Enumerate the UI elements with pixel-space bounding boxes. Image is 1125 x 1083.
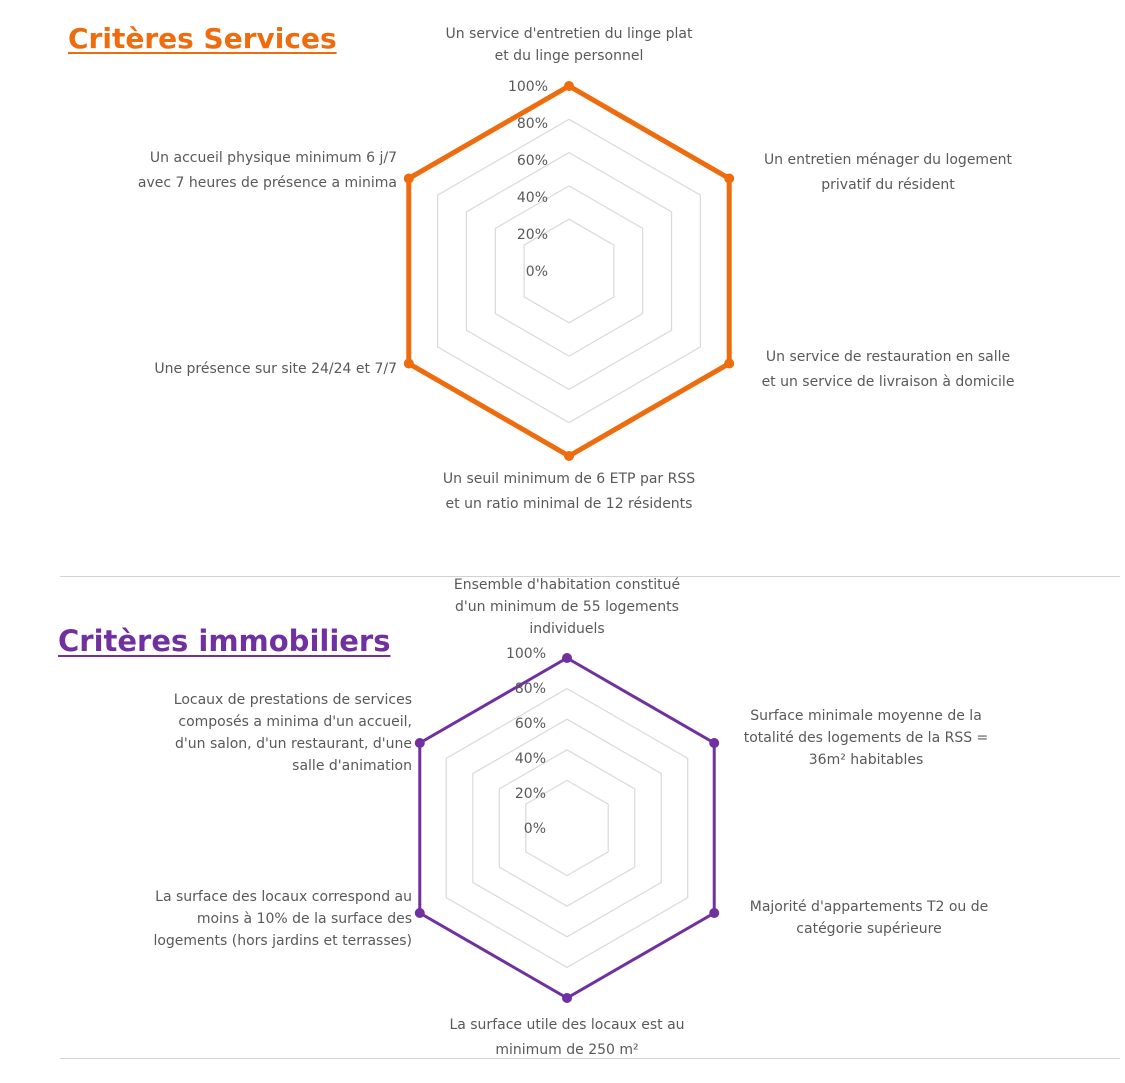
category-label-1: Un entretien ménager du logement privatif… xyxy=(764,152,1013,193)
data-point-5 xyxy=(403,173,414,184)
grid-ring-5 xyxy=(419,657,715,999)
tick-label: 0% xyxy=(524,821,546,837)
immobilier-chart-title: Critères immobiliers xyxy=(58,624,391,658)
series-line-0 xyxy=(418,656,716,1000)
tick-label: 20% xyxy=(515,786,546,802)
grid-ring-2 xyxy=(498,749,636,907)
category-label-4: La surface des locaux correspond au moins… xyxy=(153,889,412,949)
tick-label: 80% xyxy=(515,681,546,697)
data-point-3 xyxy=(562,993,572,1003)
category-label-3: La surface utile des locaux est au minimu… xyxy=(449,1017,684,1058)
chart-divider-top xyxy=(60,576,1120,577)
data-point-4 xyxy=(414,908,425,918)
category-label-5: Un accueil physique minimum 6 j/7 avec 7 … xyxy=(138,150,397,191)
grid-ring-4 xyxy=(437,118,701,424)
grid-ring-4 xyxy=(445,687,689,969)
category-label-3: Un seuil minimum de 6 ETP par RSS et un r… xyxy=(443,471,695,512)
data-point-0 xyxy=(562,653,572,663)
tick-label: 0% xyxy=(526,264,548,280)
services-chart-panel: Critères Services 0% 20% 40% 60% 80% 100% Un s… xyxy=(0,0,1125,540)
tick-label: 60% xyxy=(515,716,546,732)
data-point-4 xyxy=(403,358,414,369)
services-radar-chart: 0% 20% 40% 60% 80% 100% Un service d'entretien… xyxy=(138,26,1015,512)
immobilier-chart-panel: Critères immobiliers 0% 20% 40% 60% 80% 100% E… xyxy=(0,560,1125,1083)
data-point-2 xyxy=(709,908,720,918)
tick-label: 100% xyxy=(508,79,548,95)
category-label-0: Ensemble d'habitation constitué d'un mini… xyxy=(454,577,680,637)
category-label-0: Un service d'entretien du linge plat et d… xyxy=(446,26,693,64)
data-point-0 xyxy=(564,81,574,91)
category-label-4: Une présence sur site 24/24 et 7/7 xyxy=(154,361,397,377)
grid-ring-5 xyxy=(408,85,730,457)
grid-ring-2 xyxy=(494,185,644,357)
immobilier-radar-chart: 0% 20% 40% 60% 80% 100% Ensemble d'habitation … xyxy=(153,577,989,1058)
radar-grid xyxy=(408,85,730,457)
category-label-5: Locaux de prestations de services composé… xyxy=(174,692,412,774)
radar-grid xyxy=(419,657,715,999)
tick-label: 40% xyxy=(515,751,546,767)
tick-label: 60% xyxy=(517,153,548,169)
data-point-1 xyxy=(709,738,720,748)
data-point-3 xyxy=(564,451,574,461)
series-line-0 xyxy=(406,83,732,459)
data-point-5 xyxy=(414,738,425,748)
grid-ring-3 xyxy=(465,151,673,391)
chart-divider-bottom xyxy=(60,1058,1120,1059)
grid-ring-1 xyxy=(523,218,615,324)
tick-label: 20% xyxy=(517,227,548,243)
tick-label: 80% xyxy=(517,116,548,132)
category-label-1: Surface minimale moyenne de la totalité d… xyxy=(744,708,989,768)
grid-ring-3 xyxy=(472,718,662,938)
data-point-1 xyxy=(724,173,735,184)
tick-label: 40% xyxy=(517,190,548,206)
tick-label: 100% xyxy=(506,646,546,662)
services-chart-title: Critères Services xyxy=(68,22,337,55)
category-label-2: Majorité d'appartements T2 ou de catégori… xyxy=(750,899,989,937)
data-point-2 xyxy=(724,358,735,369)
grid-ring-1 xyxy=(525,779,609,877)
category-label-2: Un service de restauration en salle et un… xyxy=(762,349,1015,390)
